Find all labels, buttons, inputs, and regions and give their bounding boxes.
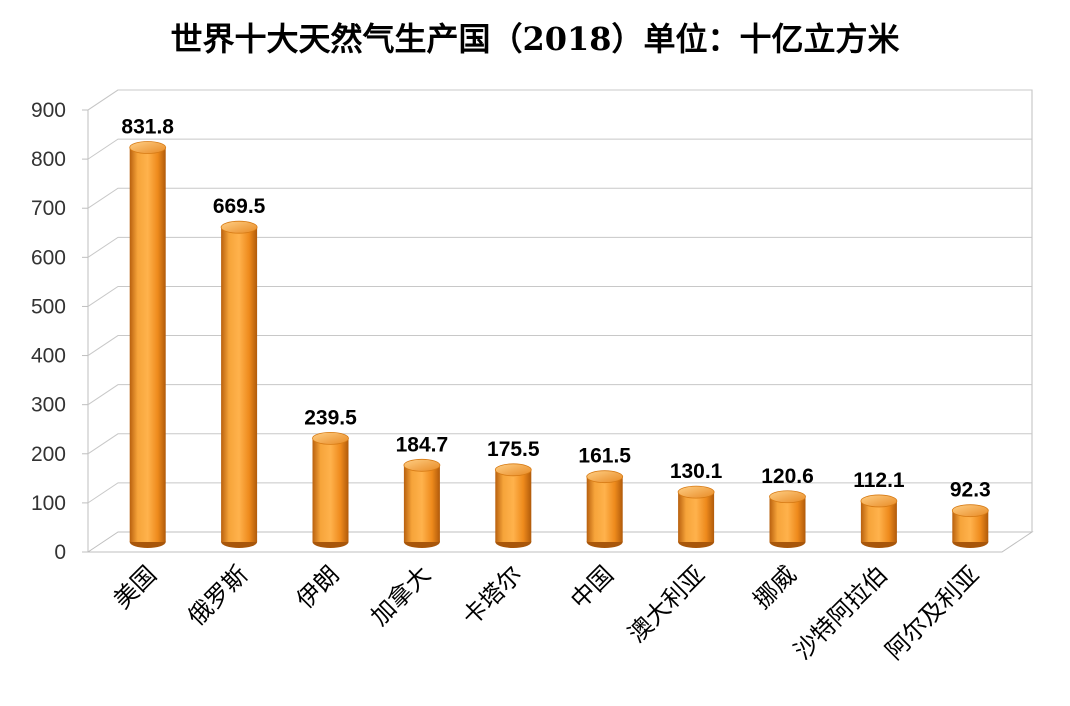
bar-top: [220, 220, 258, 234]
bar: [312, 431, 349, 548]
data-label: 130.1: [670, 460, 723, 483]
data-label: 175.5: [487, 438, 540, 461]
y-axis: 0 100 200 300 400 500 600 700 800 900: [31, 99, 88, 564]
x-category-label: 美国: [108, 560, 162, 614]
y-tick-label: 800: [31, 148, 66, 171]
x-category-label: 澳大利亚: [623, 560, 711, 648]
y-tick-label: 900: [31, 99, 66, 122]
gridlines: [87, 89, 1032, 504]
floor: [86, 531, 1034, 553]
bar: [951, 504, 989, 548]
data-label: 120.6: [761, 465, 814, 488]
x-category-label: 沙特阿拉伯: [788, 560, 893, 665]
y-tick-label: 200: [31, 443, 66, 466]
bar-body: [860, 500, 897, 542]
data-label: 831.8: [121, 115, 174, 138]
x-category-label: 阿尔及利亚: [880, 560, 985, 665]
gridline: [87, 187, 1032, 209]
bar: [403, 458, 441, 548]
x-category-label: 挪威: [748, 560, 802, 614]
bar-top: [769, 490, 806, 504]
data-label: 161.5: [578, 445, 631, 468]
y-tick-label: 400: [31, 345, 66, 368]
gridline: [87, 285, 1032, 307]
y-tick-label: 700: [31, 197, 66, 220]
bar-top: [129, 141, 167, 154]
bar: [129, 141, 167, 548]
bar-body: [221, 227, 258, 542]
bar-top: [312, 431, 349, 445]
x-category-label: 俄罗斯: [183, 560, 254, 631]
bar: [769, 490, 806, 548]
data-label: 239.5: [304, 406, 357, 429]
data-label: 92.3: [950, 479, 991, 502]
bar-top: [951, 504, 989, 518]
y-tick-label: 500: [31, 295, 66, 318]
gridline: [87, 236, 1032, 258]
y-tick-label: 0: [54, 541, 66, 564]
y-tick-label: 600: [31, 246, 66, 269]
bar: [494, 463, 532, 548]
bar-body: [678, 492, 715, 542]
bar-body: [312, 438, 349, 542]
bar-top: [860, 494, 898, 508]
bar: [586, 470, 624, 548]
data-labels: 831.8 669.5 239.5 184.7 175.5 161.5 130.1 120.6…: [121, 115, 990, 501]
x-category-label: 伊朗: [291, 560, 345, 614]
bar: [220, 220, 258, 548]
x-category-label: 中国: [565, 560, 619, 614]
bar-body: [769, 496, 806, 542]
bar-top: [677, 485, 715, 499]
gridline: [87, 384, 1032, 406]
data-label: 184.7: [396, 433, 449, 456]
y-tick-label: 100: [31, 492, 66, 515]
bar-top: [494, 463, 532, 477]
y-tick-label: 300: [31, 394, 66, 417]
bar-body: [495, 469, 532, 542]
chart-title: 世界十大天然气生产国（2018）单位：十亿立方米: [170, 20, 900, 58]
gridline: [87, 433, 1032, 455]
x-category-label: 卡塔尔: [457, 560, 528, 631]
bar: [677, 485, 715, 548]
data-label: 112.1: [853, 469, 905, 492]
gridline: [87, 89, 1032, 111]
bar: [860, 494, 898, 548]
bars: [129, 141, 989, 548]
bar-body: [403, 465, 440, 542]
bar-top: [586, 470, 624, 484]
gridline: [87, 138, 1032, 160]
gridline: [87, 482, 1032, 504]
x-category-label: 加拿大: [365, 560, 436, 631]
bar-body: [586, 476, 623, 542]
data-label: 669.5: [213, 195, 266, 218]
bar-top: [403, 458, 441, 472]
bar-body: [129, 147, 166, 542]
gridline: [87, 335, 1032, 356]
